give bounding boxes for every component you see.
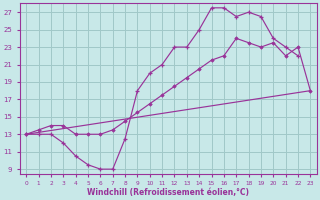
X-axis label: Windchill (Refroidissement éolien,°C): Windchill (Refroidissement éolien,°C) [87,188,249,197]
